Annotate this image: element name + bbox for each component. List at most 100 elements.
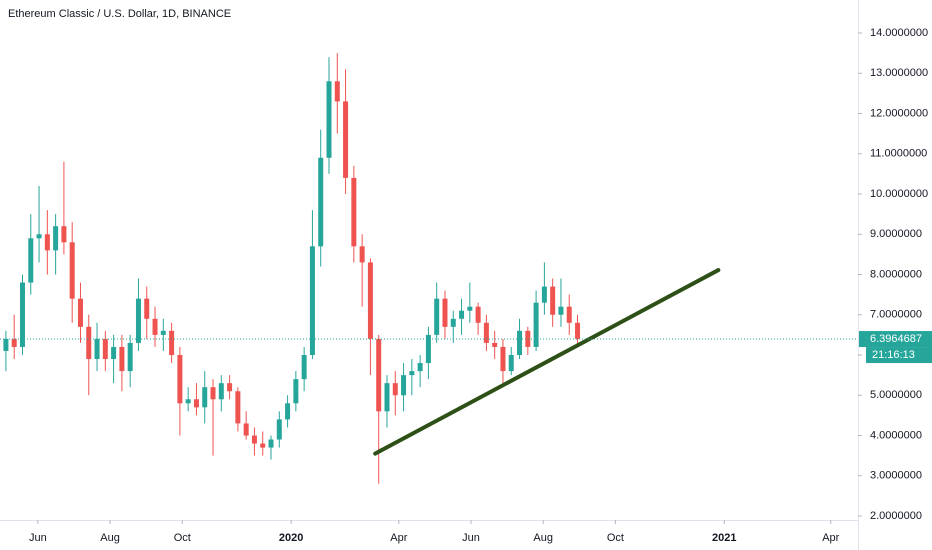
candle-body bbox=[19, 282, 25, 347]
candle-body bbox=[243, 423, 249, 436]
candle-body bbox=[550, 286, 556, 315]
candle-body bbox=[492, 342, 498, 347]
candle-body bbox=[442, 298, 448, 327]
x-tick-label: Oct bbox=[607, 532, 624, 544]
candle-body bbox=[384, 383, 390, 412]
countdown-box bbox=[866, 347, 932, 364]
candle-body bbox=[69, 242, 75, 299]
candle-body bbox=[351, 177, 357, 247]
candle-body bbox=[169, 330, 175, 355]
candle-body bbox=[86, 326, 92, 360]
candle-body bbox=[450, 318, 456, 327]
candle-body bbox=[467, 306, 473, 311]
candle-body bbox=[53, 226, 59, 251]
y-tick-label: 8.0000000 bbox=[870, 268, 922, 280]
candle-body bbox=[343, 101, 349, 178]
candle-body bbox=[28, 238, 34, 283]
candle-body bbox=[160, 330, 166, 335]
candle-body bbox=[268, 439, 274, 448]
candle-body bbox=[293, 379, 299, 404]
candle-body bbox=[251, 435, 257, 444]
y-tick-label: 4.0000000 bbox=[870, 429, 922, 441]
candle-body bbox=[500, 346, 506, 372]
y-tick-label: 11.0000000 bbox=[870, 148, 927, 160]
chart-title: Ethereum Classic / U.S. Dollar, 1D, BINA… bbox=[8, 8, 231, 20]
candle-body bbox=[533, 302, 539, 347]
y-tick-label: 2.0000000 bbox=[870, 510, 922, 522]
last-price-box bbox=[859, 331, 932, 348]
candle-body bbox=[401, 375, 407, 396]
candle-body bbox=[326, 81, 332, 158]
candle-body bbox=[127, 342, 133, 372]
y-tick-label: 12.0000000 bbox=[870, 107, 928, 119]
candle-body bbox=[434, 298, 440, 335]
candle-body bbox=[119, 346, 125, 372]
x-tick-label: Oct bbox=[174, 532, 191, 544]
x-tick-label: Aug bbox=[100, 532, 120, 544]
candle-body bbox=[276, 419, 282, 440]
candle-body bbox=[94, 338, 100, 360]
candle-body bbox=[301, 355, 307, 380]
candle-body bbox=[135, 298, 141, 343]
y-tick-label: 3.0000000 bbox=[870, 470, 922, 482]
y-tick-label: 9.0000000 bbox=[870, 228, 922, 240]
candle-body bbox=[102, 338, 108, 360]
candle-body bbox=[210, 387, 216, 400]
y-tick-label: 7.0000000 bbox=[870, 309, 922, 321]
candle-body bbox=[177, 355, 183, 404]
candle-body bbox=[185, 399, 191, 404]
x-tick-label: Jun bbox=[462, 532, 480, 544]
trend-line bbox=[373, 268, 721, 456]
candle-body bbox=[459, 310, 465, 319]
candle-body bbox=[334, 81, 340, 102]
candle-body bbox=[218, 383, 224, 400]
candle-body bbox=[44, 234, 50, 251]
candle-body bbox=[77, 298, 83, 327]
candle-body bbox=[227, 383, 233, 392]
y-tick-label: 13.0000000 bbox=[870, 67, 928, 79]
last-price-label: 6.3964687 bbox=[870, 333, 922, 345]
candle-body bbox=[144, 298, 150, 319]
candle-body bbox=[36, 234, 42, 239]
candle-body bbox=[417, 363, 423, 372]
candle-body bbox=[541, 286, 547, 303]
candle-body bbox=[359, 246, 365, 263]
x-tick-label: Jun bbox=[29, 532, 47, 544]
candle-body bbox=[285, 403, 291, 420]
candle-body bbox=[392, 383, 398, 396]
candle-body bbox=[193, 399, 199, 408]
candle-body bbox=[3, 338, 9, 351]
candle-body bbox=[260, 443, 266, 448]
x-tick-label: Aug bbox=[533, 532, 553, 544]
candle-body bbox=[483, 322, 489, 343]
candle-body bbox=[235, 391, 241, 424]
candle-body bbox=[61, 226, 67, 243]
x-tick-label: 2020 bbox=[279, 532, 303, 544]
candle-body bbox=[475, 306, 481, 323]
candle-body bbox=[558, 306, 564, 315]
candle-body bbox=[152, 318, 158, 335]
candle-body bbox=[525, 330, 531, 347]
candle-body bbox=[517, 330, 523, 355]
candle-body bbox=[566, 306, 572, 323]
x-tick-label: Apr bbox=[390, 532, 407, 544]
candle-body bbox=[376, 338, 382, 412]
candle-body bbox=[409, 371, 415, 376]
candle-body bbox=[309, 246, 315, 355]
y-tick-label: 10.0000000 bbox=[870, 188, 928, 200]
y-tick-label: 14.0000000 bbox=[870, 27, 928, 39]
candle-body bbox=[425, 334, 431, 364]
x-tick-label: Apr bbox=[822, 532, 839, 544]
countdown-label: 21:16:13 bbox=[872, 349, 915, 361]
candle-body bbox=[11, 338, 17, 347]
candle-body bbox=[367, 262, 373, 339]
candle-body bbox=[575, 322, 581, 339]
y-tick-label: 5.0000000 bbox=[870, 389, 922, 401]
candle-body bbox=[318, 157, 324, 247]
candle-body bbox=[202, 387, 208, 408]
candle-body bbox=[111, 346, 117, 360]
candle-body bbox=[508, 355, 514, 372]
x-tick-label: 2021 bbox=[712, 532, 736, 544]
